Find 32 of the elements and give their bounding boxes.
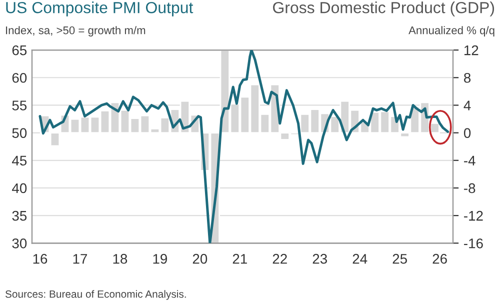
x-tick-label: 16	[33, 254, 48, 264]
x-tick-label: 19	[153, 254, 168, 264]
x-tick-label: 20	[192, 254, 208, 264]
x-tick-label: 21	[232, 254, 247, 264]
y2-axis-title: Annualized % q/q	[408, 26, 494, 36]
y-tick-label: 50	[12, 128, 27, 138]
y-tick-label: 35	[12, 210, 27, 221]
y2-tick-label: -16	[464, 238, 483, 248]
y2-tick-label: -12	[464, 210, 483, 221]
y-tick-label: 40	[12, 183, 27, 194]
x-tick-label: 18	[113, 254, 128, 264]
y-tick-label: 65	[12, 45, 27, 56]
y-tick-label: 60	[12, 72, 27, 83]
x-tick-label: 23	[312, 254, 327, 264]
x-tick-label: 26	[432, 254, 447, 264]
x-tick-label: 17	[73, 254, 88, 264]
y-tick-label: 45	[12, 156, 27, 166]
y2-tick-label: 12	[464, 45, 478, 56]
y2-tick-label: 8	[464, 72, 471, 83]
y2-tick-label: -8	[464, 183, 476, 194]
y-tick-label: 55	[12, 100, 27, 110]
chart-subtitle: Gross Domestic Product (GDP)	[273, 2, 494, 16]
source-note: Sources: Bureau of Economic Analysis.	[5, 290, 186, 300]
x-tick-label: 25	[392, 254, 407, 264]
x-tick-label: 24	[352, 254, 368, 264]
chart-title: US Composite PMI Output	[6, 2, 194, 16]
y-axis-title: Index, sa, >50 = growth m/m	[6, 26, 146, 36]
y-tick-label: 30	[12, 238, 27, 248]
y2-tick-label: 4	[464, 100, 471, 110]
x-tick-label: 22	[272, 254, 287, 264]
y2-tick-label: -4	[464, 156, 476, 166]
y2-tick-label: 0	[464, 128, 471, 138]
